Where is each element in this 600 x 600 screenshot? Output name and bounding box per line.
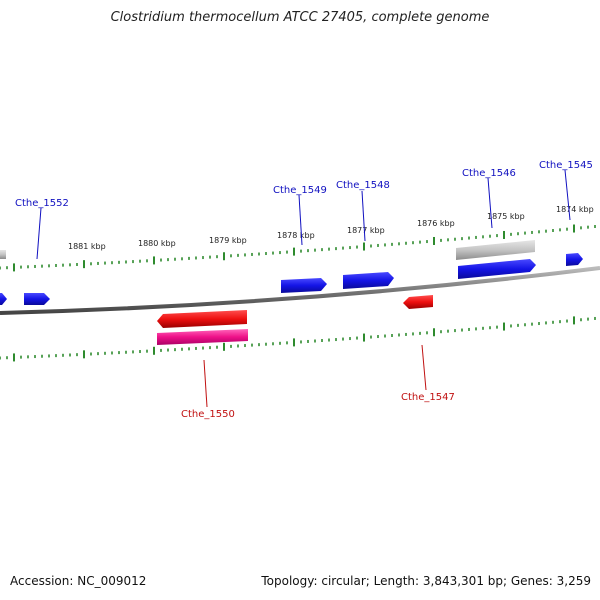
leader-cthe1549 <box>298 194 303 246</box>
leader-cthe1552 <box>36 207 42 260</box>
kbp-label-1875: 1875 kbp <box>487 212 525 221</box>
upper-tick-track <box>0 224 596 272</box>
gene-label-cthe1548[interactable]: Cthe_1548 <box>336 180 390 191</box>
gene-label-cthe1552[interactable]: Cthe_1552 <box>15 198 69 209</box>
kbp-label-1874: 1874 kbp <box>556 205 594 214</box>
pseudo-gene-left[interactable] <box>0 250 6 259</box>
gene-arrow-left-edge[interactable] <box>0 293 7 305</box>
gene-label-cthe1546[interactable]: Cthe_1546 <box>462 168 516 179</box>
gene-label-cthe1550[interactable]: Cthe_1550 <box>181 409 235 420</box>
forward-genes <box>0 253 583 305</box>
kbp-label-1880: 1880 kbp <box>138 239 176 248</box>
genome-backbone <box>0 266 600 315</box>
leader-cthe1550 <box>203 359 208 408</box>
kbp-label-1878: 1878 kbp <box>277 231 315 240</box>
leader-cthe1545 <box>564 169 571 221</box>
leader-cthe1548 <box>361 190 366 242</box>
gene-arrow-cthe1550[interactable] <box>157 310 247 328</box>
kbp-label-1881: 1881 kbp <box>68 242 106 251</box>
gene-label-cthe1545[interactable]: Cthe_1545 <box>539 160 593 171</box>
genome-summary-text: Topology: circular; Length: 3,843,301 bp… <box>261 574 591 588</box>
gene-arrow-cthe1545[interactable] <box>566 253 583 266</box>
pseudo-gene-1546[interactable] <box>456 240 535 260</box>
rna-gene-cthe1550[interactable] <box>157 329 248 345</box>
gene-arrow-cthe1549[interactable] <box>281 278 327 293</box>
gene-label-cthe1547[interactable]: Cthe_1547 <box>401 392 455 403</box>
gene-arrow-cthe1548[interactable] <box>343 272 394 289</box>
map-title: Clostridium thermocellum ATCC 27405, com… <box>110 10 490 25</box>
accession-text: Accession: NC_009012 <box>10 574 147 588</box>
gene-label-cthe1549[interactable]: Cthe_1549 <box>273 185 327 196</box>
gene-arrow-cthe1547[interactable] <box>403 295 433 309</box>
gene-arrow-cthe1546[interactable] <box>458 259 536 279</box>
kbp-label-1877: 1877 kbp <box>347 226 385 235</box>
lower-tick-track <box>0 316 596 362</box>
kbp-label-1876: 1876 kbp <box>417 219 455 228</box>
gene-arrow-cthe1552[interactable] <box>24 293 50 305</box>
leader-cthe1546 <box>487 177 493 229</box>
leader-cthe1547 <box>421 344 427 391</box>
kbp-label-1879: 1879 kbp <box>209 236 247 245</box>
